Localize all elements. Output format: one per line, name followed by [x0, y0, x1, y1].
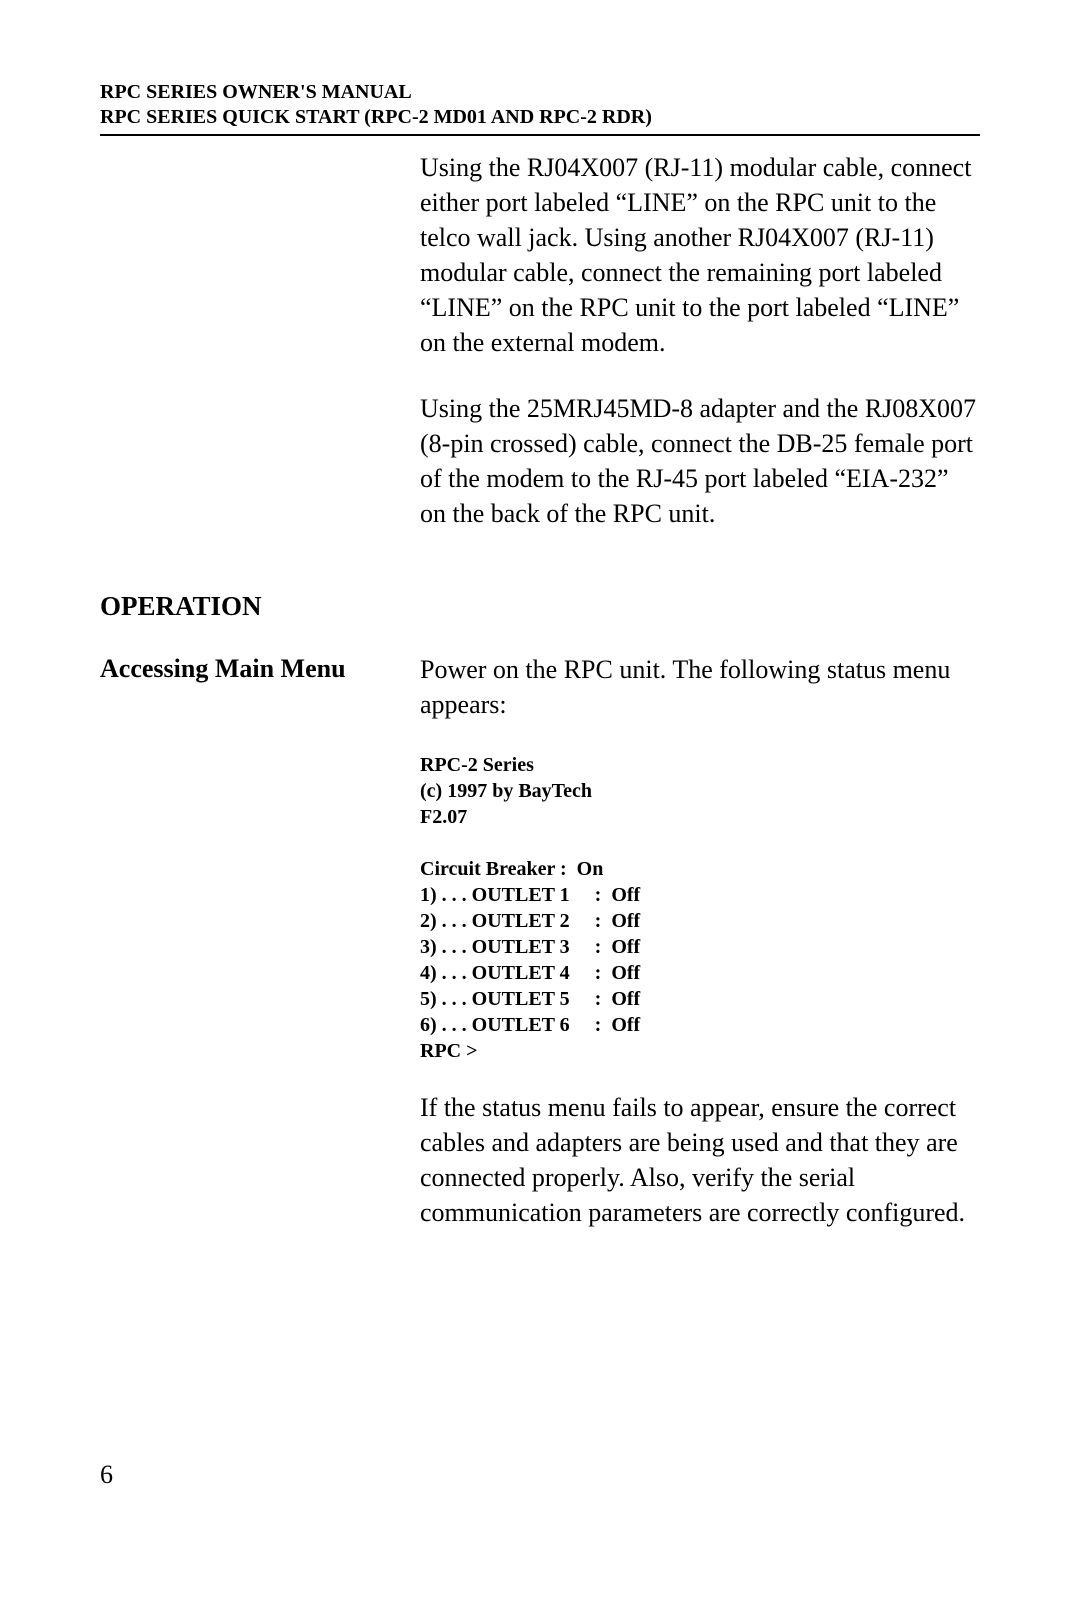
section-heading-operation: OPERATION: [100, 591, 980, 622]
subsection-label: Accessing Main Menu: [100, 652, 420, 686]
header-rule: [100, 134, 980, 136]
paragraph-1: Using the RJ04X007 (RJ-11) modular cable…: [420, 150, 980, 361]
intro-right: Using the RJ04X007 (RJ-11) modular cable…: [420, 150, 980, 561]
intro-row: Using the RJ04X007 (RJ-11) modular cable…: [100, 150, 980, 561]
status-menu-block: RPC-2 Series (c) 1997 by BayTech F2.07 C…: [420, 752, 980, 1064]
header-line-2: RPC SERIES QUICK START (RPC-2 MD01 AND R…: [100, 105, 980, 130]
page-number: 6: [100, 1460, 113, 1490]
paragraph-3: Power on the RPC unit. The following sta…: [420, 652, 980, 722]
operation-row: Accessing Main Menu Power on the RPC uni…: [100, 652, 980, 1231]
paragraph-2: Using the 25MRJ45MD-8 adapter and the RJ…: [420, 391, 980, 531]
page-header: RPC SERIES OWNER'S MANUAL RPC SERIES QUI…: [100, 80, 980, 130]
paragraph-4: If the status menu fails to appear, ensu…: [420, 1090, 980, 1230]
manual-page: RPC SERIES OWNER'S MANUAL RPC SERIES QUI…: [0, 0, 1080, 1291]
operation-right: Power on the RPC unit. The following sta…: [420, 652, 980, 1231]
header-line-1: RPC SERIES OWNER'S MANUAL: [100, 80, 980, 105]
